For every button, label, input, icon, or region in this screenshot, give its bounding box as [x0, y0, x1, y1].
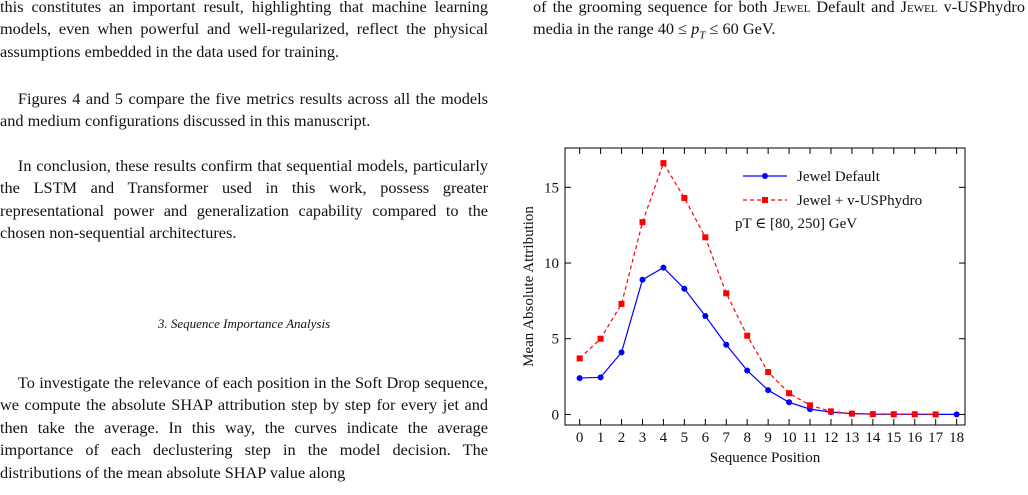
- data-point: [598, 336, 604, 342]
- x-tick-label: 18: [949, 430, 964, 446]
- data-point: [765, 387, 771, 393]
- x-tick-label: 2: [618, 430, 626, 446]
- x-tick-label: 11: [803, 430, 817, 446]
- legend-marker: [762, 197, 768, 203]
- y-tick-label: 5: [552, 332, 560, 348]
- x-tick-label: 6: [702, 430, 710, 446]
- data-point: [702, 234, 708, 240]
- x-tick-label: 10: [782, 430, 797, 446]
- data-point: [828, 408, 834, 414]
- data-point: [598, 374, 604, 380]
- data-point: [807, 402, 813, 408]
- legend-marker: [762, 173, 768, 179]
- y-tick-label: 0: [552, 407, 560, 423]
- x-tick-label: 1: [597, 430, 605, 446]
- x-tick-label: 0: [576, 430, 584, 446]
- data-point: [849, 411, 855, 417]
- x-tick-label: 12: [823, 430, 838, 446]
- data-point: [723, 290, 729, 296]
- data-point: [786, 390, 792, 396]
- x-tick-label: 14: [865, 430, 881, 446]
- data-point: [744, 368, 750, 374]
- data-point: [744, 333, 750, 339]
- data-point: [619, 349, 625, 355]
- data-point: [681, 195, 687, 201]
- x-tick-label: 17: [928, 430, 944, 446]
- data-point: [723, 342, 729, 348]
- x-tick-label: 8: [743, 430, 751, 446]
- legend-label: Jewel Default: [797, 169, 881, 185]
- data-point: [912, 411, 918, 417]
- x-tick-label: 15: [886, 430, 901, 446]
- data-point: [954, 411, 960, 417]
- data-point: [933, 411, 939, 417]
- data-point: [577, 375, 583, 381]
- data-point: [639, 219, 645, 225]
- x-tick-label: 5: [681, 430, 689, 446]
- data-point: [765, 369, 771, 375]
- data-point: [891, 411, 897, 417]
- data-point: [681, 286, 687, 292]
- y-tick-label: 10: [544, 256, 559, 272]
- x-axis-label: Sequence Position: [710, 450, 821, 466]
- data-point: [577, 355, 583, 361]
- legend-label: Jewel + v-USPhydro: [797, 193, 922, 209]
- data-point: [639, 277, 645, 283]
- x-tick-label: 16: [907, 430, 923, 446]
- x-tick-label: 13: [844, 430, 859, 446]
- data-point: [870, 411, 876, 417]
- annotation: pT ∈ [80, 250] GeV: [735, 216, 857, 232]
- data-point: [702, 313, 708, 319]
- x-tick-label: 9: [764, 430, 772, 446]
- data-point: [619, 301, 625, 307]
- x-tick-label: 4: [660, 430, 668, 446]
- data-point: [660, 160, 666, 166]
- y-axis-label: Mean Absolute Attribution: [521, 206, 537, 367]
- y-tick-label: 15: [544, 180, 559, 196]
- x-tick-label: 7: [723, 430, 731, 446]
- data-point: [660, 265, 666, 271]
- plot-frame: [565, 148, 965, 425]
- data-point: [786, 399, 792, 405]
- x-tick-label: 3: [639, 430, 647, 446]
